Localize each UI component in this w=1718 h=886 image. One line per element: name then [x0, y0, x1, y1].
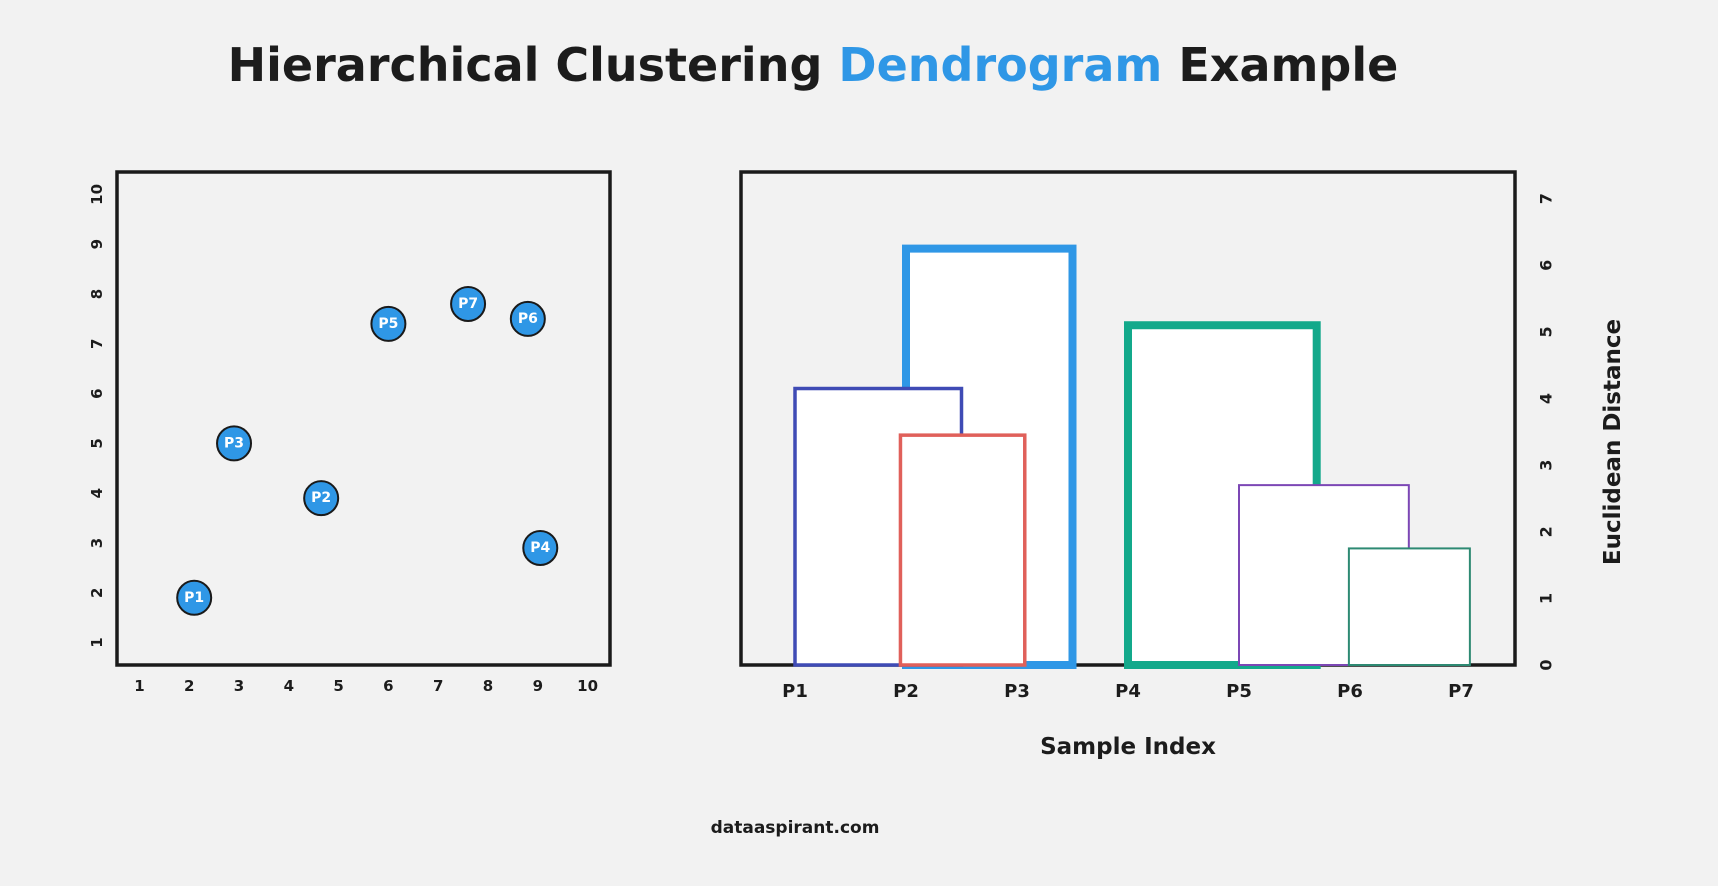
- dendrogram-link: [1347, 547, 1471, 667]
- scatter-point-label: P3: [224, 435, 244, 451]
- scatter-point: [216, 425, 253, 462]
- dendrogram-y-tick-label: 1: [1537, 593, 1556, 604]
- dendrogram-y-tick-label: 7: [1537, 193, 1556, 204]
- scatter-y-tick-label: 8: [88, 289, 106, 299]
- title-part-1: Hierarchical Clustering: [227, 38, 839, 92]
- dendrogram-x-tick-label: P3: [1004, 681, 1030, 702]
- dendrogram-x-tick-label: P4: [1115, 681, 1141, 702]
- dendrogram-link: [898, 433, 1027, 667]
- dendrogram-x-tick-label: P6: [1337, 681, 1363, 702]
- scatter-point: [303, 480, 340, 517]
- dendrogram-y-tick-label: 4: [1537, 393, 1556, 404]
- scatter-point-label: P4: [530, 540, 550, 556]
- scatter-point: [176, 579, 213, 616]
- scatter-point-label: P2: [311, 490, 331, 506]
- scatter-point-label: P1: [184, 590, 204, 606]
- scatter-x-tick-label: 8: [483, 677, 493, 695]
- dendrogram-x-axis-label: Sample Index: [1040, 734, 1216, 760]
- dendrogram-x-tick-label: P2: [893, 681, 919, 702]
- scatter-point-label: P6: [518, 311, 538, 327]
- dendrogram-y-axis-label: Euclidean Distance: [1600, 319, 1626, 565]
- dendrogram-y-tick-label: 3: [1537, 460, 1556, 471]
- scatter-x-tick-label: 7: [433, 677, 443, 695]
- page-title: Hierarchical Clustering Dendrogram Examp…: [0, 38, 1626, 92]
- scatter-point: [370, 305, 407, 342]
- scatter-y-tick-label: 1: [88, 637, 106, 647]
- dendrogram-x-tick-label: P5: [1226, 681, 1252, 702]
- scatter-x-tick-label: 1: [134, 677, 144, 695]
- scatter-y-tick-label: 4: [88, 488, 106, 498]
- dendrogram-y-tick-label: 6: [1537, 260, 1556, 271]
- scatter-x-tick-label: 6: [383, 677, 393, 695]
- scatter-x-tick-label: 3: [234, 677, 244, 695]
- title-part-3: Example: [1162, 38, 1399, 92]
- scatter-y-tick-label: 2: [88, 588, 106, 598]
- scatter-x-tick-label: 9: [533, 677, 543, 695]
- scatter-x-tick-label: 10: [577, 677, 598, 695]
- dendrogram-x-tick-label: P7: [1448, 681, 1474, 702]
- scatter-y-tick-label: 9: [88, 239, 106, 249]
- scatter-y-tick-label: 5: [88, 438, 106, 448]
- scatter-point-label: P5: [378, 316, 398, 332]
- dendrogram-y-tick-label: 0: [1537, 659, 1556, 670]
- dendrogram-y-tick-label: 2: [1537, 526, 1556, 537]
- scatter-x-tick-label: 4: [284, 677, 294, 695]
- dendrogram-x-tick-label: P1: [782, 681, 808, 702]
- dendrogram-y-tick-label: 5: [1537, 326, 1556, 337]
- scatter-point: [522, 529, 559, 566]
- scatter-x-tick-label: 2: [184, 677, 194, 695]
- scatter-point: [450, 285, 487, 322]
- scatter-y-tick-label: 10: [88, 184, 106, 205]
- footer-source: dataaspirant.com: [710, 818, 880, 838]
- dendrogram-chart: P1 P2 P3 P4 P5 P6 P7 0 1 2 3 4 5 6 7 Sample Index Euclid…: [739, 170, 1626, 760]
- scatter-y-tick-label: 7: [88, 339, 106, 349]
- scatter-x-tick-label: 5: [333, 677, 343, 695]
- scatter-chart: 1 2 3 4 5 6 7 8 9 10 1 2 3 4 5 6 7 8 9 10 P1 P2 P3 P4 P5 P6 P7: [88, 170, 612, 695]
- scatter-point-label: P7: [458, 296, 478, 312]
- scatter-point: [509, 300, 546, 337]
- scatter-y-tick-label: 6: [88, 388, 106, 398]
- scatter-y-tick-label: 3: [88, 538, 106, 548]
- title-accent: Dendrogram: [838, 38, 1163, 92]
